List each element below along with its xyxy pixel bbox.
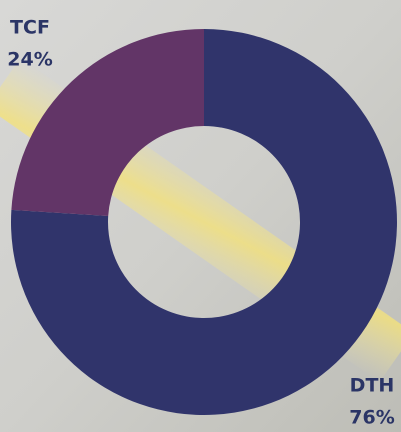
donut-slice xyxy=(10,29,398,415)
slice-label: DTH xyxy=(350,375,395,397)
donut-slice xyxy=(11,29,204,216)
slice-value-label: 76% xyxy=(349,407,394,429)
slice-label: TCF xyxy=(10,17,50,39)
slice-value-label: 24% xyxy=(7,49,52,71)
